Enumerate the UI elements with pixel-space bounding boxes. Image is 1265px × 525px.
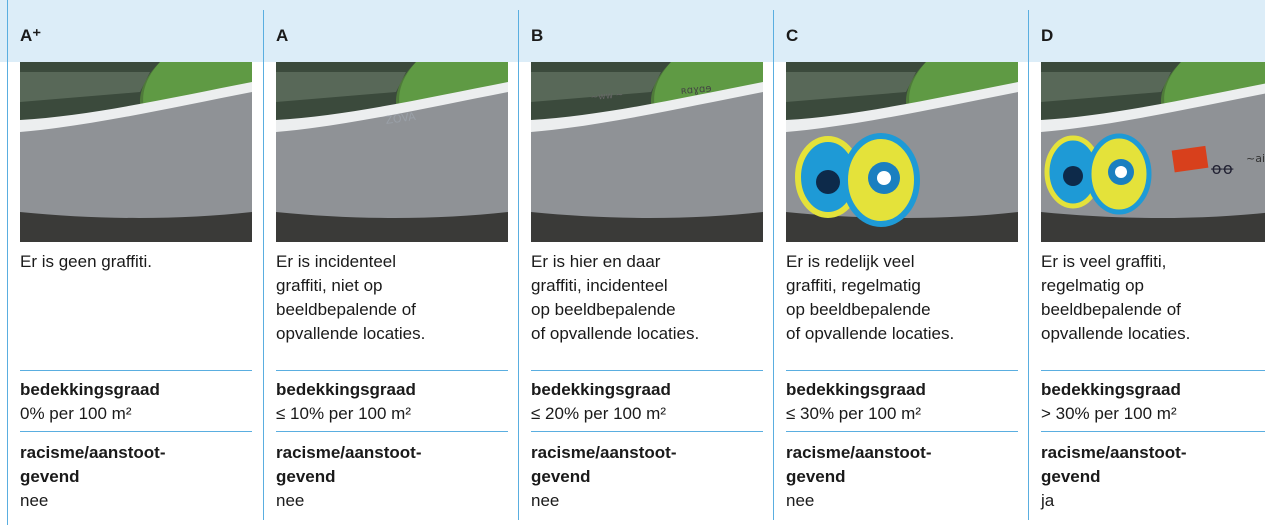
row-separator	[276, 431, 508, 432]
example-photo: ZOVA	[276, 62, 508, 242]
row-separator	[20, 431, 252, 432]
row-separator	[786, 370, 1018, 371]
coverage-value: ≤ 10% per 100 m²	[276, 404, 412, 423]
coverage-label: bedekkingsgraad	[1041, 380, 1181, 399]
offensive-label: racisme/aanstoot- gevend	[531, 443, 677, 486]
photo	[786, 62, 1018, 242]
coverage-value: ≤ 30% per 100 m²	[786, 404, 922, 423]
offensive-value: nee	[20, 491, 49, 510]
offensive-value: ja	[1041, 491, 1055, 510]
coverage-value: > 30% per 100 m²	[1041, 404, 1177, 423]
description: Er is veel graffiti, regelmatig op beeld…	[1041, 252, 1191, 343]
coverage-label: bedekkingsgraad	[786, 380, 926, 399]
grade-column: A⁺ Er is geen graffiti. bedekkingsgraad 0%…	[8, 10, 263, 525]
row-separator	[1041, 431, 1265, 432]
offensive-value: nee	[276, 491, 305, 510]
photo: ZOVA	[276, 62, 508, 242]
example-photo: ꝋꝋ ~ai	[1041, 62, 1265, 242]
example-photo: ~ww ~ ʀɑɣɑɘ	[531, 62, 763, 242]
grade-column: D ꝋꝋ ~ai Er is veel graffiti, regelmatig …	[1029, 10, 1265, 525]
grade-label: A	[276, 26, 289, 45]
coverage-value: 0% per 100 m²	[20, 404, 132, 423]
grade-label: B	[531, 26, 544, 45]
coverage-label: bedekkingsgraad	[276, 380, 416, 399]
column-divider	[263, 10, 264, 520]
column-divider	[1028, 10, 1029, 520]
svg-text:ZOVA: ZOVA	[385, 110, 417, 127]
photo: ~ww ~ ʀɑɣɑɘ	[531, 62, 763, 242]
photo	[20, 62, 252, 242]
coverage-label: bedekkingsgraad	[20, 380, 160, 399]
grade-column: A ZOVA Er is incidenteel graffiti, niet …	[264, 10, 519, 525]
coverage-label: bedekkingsgraad	[531, 380, 671, 399]
description: Er is redelijk veel graffiti, regelmatig…	[786, 252, 955, 343]
description: Er is incidenteel graffiti, niet op beel…	[276, 252, 426, 343]
example-photo	[20, 62, 252, 242]
offensive-label: racisme/aanstoot- gevend	[20, 443, 166, 486]
grade-column: C Er is redelijk veel graffiti, regelmat…	[774, 10, 1029, 525]
row-separator	[786, 431, 1018, 432]
description: Er is geen graffiti.	[20, 252, 152, 271]
example-photo	[786, 62, 1018, 242]
offensive-value: nee	[786, 491, 815, 510]
row-separator	[276, 370, 508, 371]
offensive-label: racisme/aanstoot- gevend	[786, 443, 932, 486]
grade-label: C	[786, 26, 799, 45]
photo: ꝋꝋ ~ai	[1041, 62, 1265, 242]
coverage-value: ≤ 20% per 100 m²	[531, 404, 667, 423]
offensive-value: nee	[531, 491, 560, 510]
description: Er is hier en daar graffiti, incidenteel…	[531, 252, 700, 343]
grade-label: D	[1041, 26, 1054, 45]
column-divider	[7, 0, 8, 525]
row-separator	[1041, 370, 1265, 371]
offensive-label: racisme/aanstoot- gevend	[276, 443, 422, 486]
row-separator	[531, 370, 763, 371]
grade-column: B ~ww ~ ʀɑɣɑɘ Er is hier en daar graffiti…	[519, 10, 774, 525]
svg-text:~ww ~: ~ww ~	[590, 90, 623, 103]
svg-text:~ai: ~ai	[1246, 152, 1265, 165]
svg-text:ꝋꝋ: ꝋꝋ	[1211, 159, 1234, 178]
header-band	[0, 0, 1265, 62]
grade-label: A⁺	[20, 26, 42, 45]
svg-text:ʀɑɣɑɘ: ʀɑɣɑɘ	[680, 83, 712, 97]
offensive-label: racisme/aanstoot- gevend	[1041, 443, 1187, 486]
column-divider	[518, 10, 519, 520]
row-separator	[20, 370, 252, 371]
row-separator	[531, 431, 763, 432]
column-divider	[773, 10, 774, 520]
